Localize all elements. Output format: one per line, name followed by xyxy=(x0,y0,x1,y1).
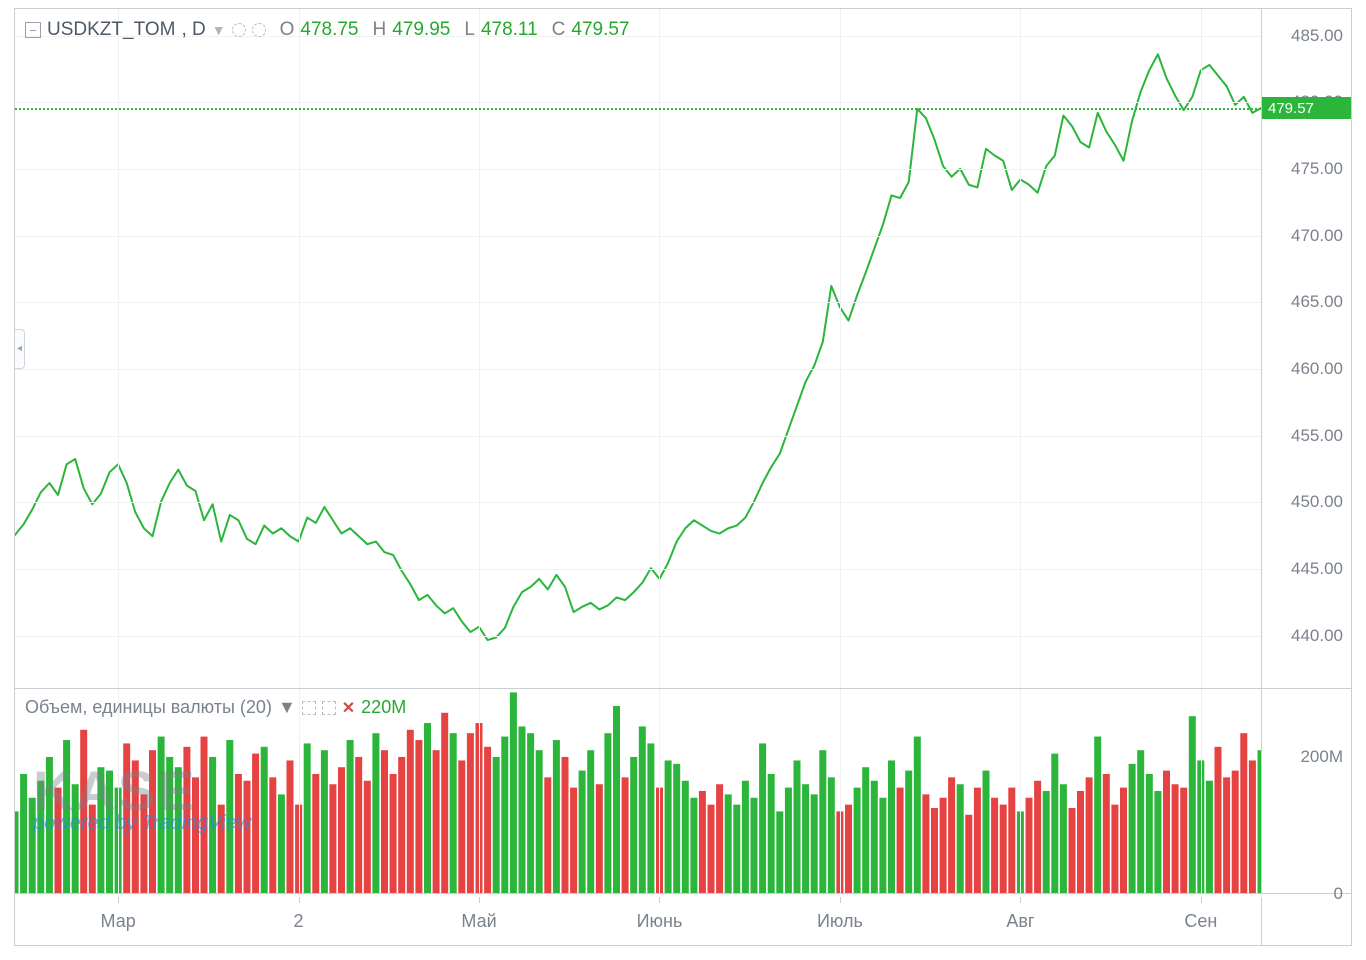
time-tick-label: Июнь xyxy=(637,911,683,932)
close-value: 479.57 xyxy=(571,19,629,41)
volume-tick-label: 200M xyxy=(1300,747,1343,767)
gear-icon[interactable] xyxy=(252,23,266,37)
chevron-down-icon[interactable]: ▼ xyxy=(278,697,296,718)
price-line-chart xyxy=(15,9,1261,688)
time-tick-label: Июль xyxy=(817,911,863,932)
time-tick-label: Май xyxy=(461,911,496,932)
price-legend: − USDKZT_TOM, D ▼ O 478.75 H 479.95 L 47… xyxy=(25,19,630,41)
axis-corner xyxy=(1261,897,1351,945)
time-tick-label: 2 xyxy=(294,911,304,932)
low-label: L xyxy=(464,19,475,41)
open-value: 478.75 xyxy=(300,19,358,41)
time-tick-label: Мар xyxy=(101,911,136,932)
chevron-down-icon[interactable]: ▼ xyxy=(212,22,226,38)
low-value: 478.11 xyxy=(481,19,538,41)
volume-axis[interactable]: 0200M xyxy=(1261,689,1351,894)
price-tick-label: 445.00 xyxy=(1291,559,1343,579)
price-tick-label: 460.00 xyxy=(1291,359,1343,379)
open-label: O xyxy=(280,19,295,41)
time-tick-label: Авг xyxy=(1006,911,1034,932)
volume-legend: Объем, единицы валюты (20) ▼ ✕ 220M xyxy=(25,697,406,718)
price-tick-label: 465.00 xyxy=(1291,292,1343,312)
current-price-marker: 479.57 xyxy=(1262,97,1351,119)
volume-pane[interactable]: Объем, единицы валюты (20) ▼ ✕ 220M KASE… xyxy=(15,689,1261,894)
chart-container: − USDKZT_TOM, D ▼ O 478.75 H 479.95 L 47… xyxy=(14,8,1352,946)
eye-icon[interactable] xyxy=(232,23,246,37)
high-value: 479.95 xyxy=(392,19,450,41)
price-axis[interactable]: 440.00 445.00 450.00 455.00 460.00 465.00 470.… xyxy=(1261,9,1351,689)
interval-label: D xyxy=(192,19,206,40)
symbol-label[interactable]: USDKZT_TOM xyxy=(47,19,175,41)
gear-icon[interactable] xyxy=(322,701,336,715)
time-axis[interactable]: Мар 2 Май Июнь Июль Авг Сен xyxy=(15,897,1261,945)
eye-icon[interactable] xyxy=(302,701,316,715)
price-tick-label: 475.00 xyxy=(1291,159,1343,179)
price-tick-label: 470.00 xyxy=(1291,226,1343,246)
current-price-line xyxy=(15,108,1261,110)
close-icon[interactable]: ✕ xyxy=(342,698,355,718)
volume-bar-chart xyxy=(15,689,1261,893)
close-label: C xyxy=(552,19,566,41)
volume-title: Объем, единицы валюты (20) xyxy=(25,697,272,718)
price-tick-label: 440.00 xyxy=(1291,626,1343,646)
collapse-icon[interactable]: − xyxy=(25,22,41,38)
price-tick-label: 485.00 xyxy=(1291,26,1343,46)
price-tick-label: 455.00 xyxy=(1291,426,1343,446)
volume-value: 220M xyxy=(361,697,406,718)
high-label: H xyxy=(373,19,387,41)
price-pane[interactable]: − USDKZT_TOM, D ▼ O 478.75 H 479.95 L 47… xyxy=(15,9,1261,689)
price-tick-label: 450.00 xyxy=(1291,492,1343,512)
time-tick-label: Сен xyxy=(1184,911,1217,932)
